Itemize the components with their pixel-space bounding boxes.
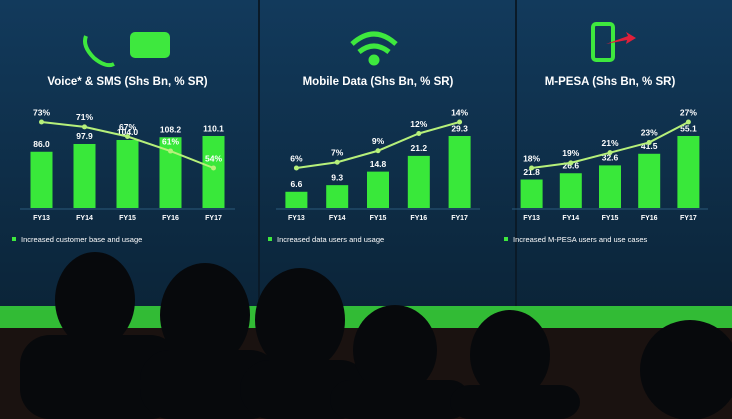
bar-value-label: 110.1	[203, 123, 224, 133]
line-value-label: 73%	[33, 107, 50, 117]
x-tick-label: FY14	[76, 215, 93, 222]
x-tick-label: FY14	[562, 215, 579, 222]
line-point	[125, 134, 130, 140]
x-tick-label: FY17	[451, 215, 468, 222]
x-tick-label: FY15	[119, 215, 136, 222]
bar	[116, 139, 139, 208]
line-value-label: 67%	[119, 122, 136, 132]
phone-chat-icon	[83, 32, 170, 68]
bar-value-label: 97.9	[76, 131, 93, 141]
line-point	[211, 165, 216, 171]
bar-value-label: 41.5	[641, 141, 658, 151]
line-point	[416, 131, 422, 136]
line-value-label: 54%	[205, 153, 222, 163]
chart-title: Mobile Data (Shs Bn, % SR)	[303, 76, 454, 88]
note-bullet	[268, 237, 272, 241]
footnote: Increased data users and usage	[277, 235, 384, 244]
bar	[638, 153, 661, 208]
bar-value-label: 6.6	[290, 179, 302, 189]
line-point	[646, 139, 652, 145]
bar	[159, 137, 182, 208]
line-point	[293, 165, 299, 171]
bar-value-label: 108.2	[160, 124, 182, 134]
line-point	[334, 159, 340, 165]
line-point	[375, 148, 381, 154]
bar-value-label: 21.2	[411, 143, 428, 153]
x-tick-label: FY15	[370, 215, 387, 222]
line-point	[168, 148, 173, 154]
line-point	[457, 119, 463, 125]
line-point	[568, 160, 574, 166]
bar-value-label: 29.3	[451, 123, 468, 133]
mpesa-icon	[591, 22, 636, 62]
bar-value-label: 86.0	[33, 139, 50, 149]
bar	[448, 136, 471, 208]
line-value-label: 19%	[562, 148, 579, 158]
bar	[407, 155, 430, 208]
x-tick-label: FY17	[680, 215, 697, 222]
chart-title: M-PESA (Shs Bn, % SR)	[545, 76, 676, 88]
x-tick-label: FY16	[641, 215, 658, 222]
line-point	[685, 119, 691, 125]
bar	[367, 171, 389, 208]
bar	[30, 151, 53, 208]
line-value-label: 18%	[523, 153, 540, 163]
footnote: Increased M-PESA users and use cases	[513, 235, 647, 244]
bar	[326, 185, 349, 208]
note-bullet	[504, 237, 508, 241]
bar	[520, 179, 543, 208]
line-point	[529, 165, 535, 171]
bar-value-label: 104.0	[117, 127, 139, 137]
bar	[202, 136, 225, 208]
bar-value-label: 32.6	[602, 153, 619, 163]
wifi-icon	[350, 31, 398, 66]
line-value-label: 27%	[680, 107, 697, 117]
line-value-label: 12%	[410, 119, 427, 129]
line-value-label: 23%	[641, 128, 658, 138]
bar-value-label: 14.8	[370, 159, 387, 169]
line-value-label: 14%	[451, 107, 468, 117]
audience	[0, 252, 732, 419]
bar-value-label: 9.3	[331, 172, 343, 182]
footnote: Increased customer base and usage	[21, 235, 142, 244]
x-tick-label: FY13	[33, 215, 50, 222]
x-tick-label: FY16	[410, 215, 427, 222]
bar	[285, 191, 308, 208]
line-value-label: 9%	[372, 136, 385, 146]
bar	[599, 165, 621, 208]
line-point	[39, 119, 44, 125]
x-tick-label: FY15	[602, 215, 619, 222]
x-tick-label: FY13	[288, 215, 305, 222]
bar	[677, 136, 700, 208]
line-point	[82, 124, 87, 130]
x-tick-label: FY13	[523, 215, 540, 222]
line-value-label: 21%	[601, 138, 618, 148]
chart-title: Voice* & SMS (Shs Bn, % SR)	[47, 76, 207, 88]
x-tick-label: FY16	[162, 215, 179, 222]
bar-value-label: 26.6	[563, 160, 580, 170]
x-tick-label: FY17	[205, 215, 222, 222]
line-value-label: 6%	[290, 153, 303, 163]
bar-value-label: 21.8	[523, 167, 540, 177]
bar-value-label: 55.1	[680, 123, 697, 133]
x-tick-label: FY14	[329, 215, 346, 222]
line-value-label: 7%	[331, 148, 344, 158]
bar	[559, 173, 582, 208]
line-value-label: 61%	[162, 136, 179, 146]
bar	[73, 143, 96, 208]
line-point	[607, 150, 613, 156]
line-value-label: 71%	[76, 112, 93, 122]
note-bullet	[12, 237, 16, 241]
